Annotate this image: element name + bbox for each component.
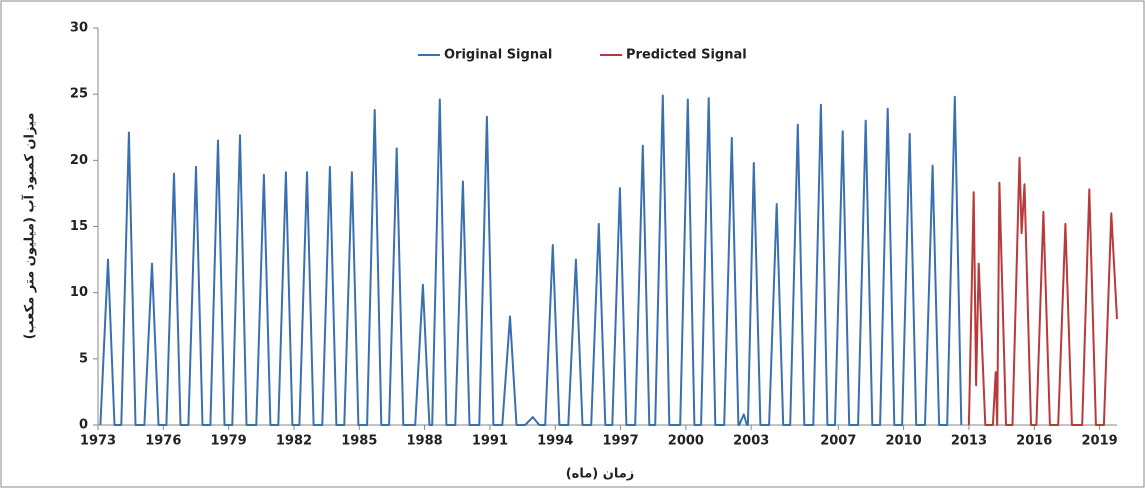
y-axis-label: میزان کمبود آب (میلیون متر مکعب) bbox=[21, 113, 38, 340]
legend-label: Predicted Signal bbox=[626, 48, 747, 63]
legend-label: Original Signal bbox=[444, 48, 552, 63]
y-tick-label: 15 bbox=[70, 219, 88, 234]
x-tick-label: 2000 bbox=[668, 434, 704, 449]
y-tick-label: 0 bbox=[79, 418, 88, 433]
x-tick-label: 1976 bbox=[145, 434, 181, 449]
y-tick-label: 30 bbox=[70, 21, 88, 36]
x-tick-label: 1988 bbox=[407, 434, 443, 449]
x-tick-label: 2010 bbox=[886, 434, 922, 449]
x-tick-label: 1991 bbox=[472, 434, 508, 449]
y-tick-label: 5 bbox=[79, 351, 88, 366]
x-axis-label: زمان (ماه) bbox=[566, 467, 635, 482]
x-tick-label: 1985 bbox=[341, 434, 377, 449]
y-tick-label: 25 bbox=[70, 87, 88, 102]
series-line bbox=[99, 94, 963, 426]
x-tick-label: 2013 bbox=[951, 434, 987, 449]
x-tick-label: 2019 bbox=[1081, 434, 1117, 449]
x-tick-label: 1994 bbox=[537, 434, 573, 449]
x-tick-label: 1982 bbox=[276, 434, 312, 449]
y-tick-label: 20 bbox=[70, 153, 88, 168]
x-tick-label: 2016 bbox=[1016, 434, 1052, 449]
x-tick-label: 1979 bbox=[211, 434, 247, 449]
x-tick-label: 2007 bbox=[820, 434, 856, 449]
x-tick-label: 1997 bbox=[602, 434, 638, 449]
x-tick-label: 1973 bbox=[80, 434, 116, 449]
y-tick-label: 10 bbox=[70, 285, 88, 300]
x-tick-label: 2003 bbox=[733, 434, 769, 449]
series-line bbox=[967, 156, 1118, 426]
